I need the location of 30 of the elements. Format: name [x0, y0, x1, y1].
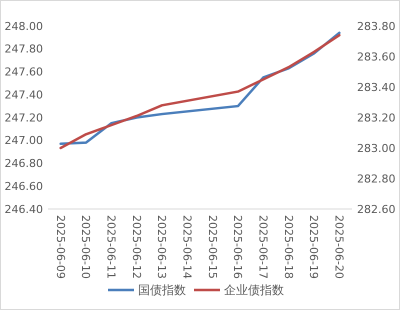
y-tick-label: 248.00	[4, 20, 43, 33]
y-tick-label: 247.40	[4, 88, 43, 102]
x-tick-label: 2025-06-16	[231, 215, 244, 279]
x-tick-label: 2025-06-18	[282, 215, 295, 279]
x-tick-label: 2025-06-10	[79, 215, 92, 279]
x-tick-label: 2025-06-20	[332, 215, 346, 279]
y2-tick-label: 282.60	[357, 202, 396, 216]
x-tick-label: 2025-06-17	[256, 215, 270, 279]
y2-tick-label: 283.80	[357, 20, 396, 33]
x-tick-label: 2025-06-15	[206, 215, 219, 279]
x-tick-label: 2025-06-13	[155, 215, 168, 279]
y2-tick-label: 282.80	[357, 172, 396, 186]
legend-label: 国债指数	[138, 283, 186, 298]
y-tick-label: 247.80	[4, 42, 43, 56]
y-tick-label: 246.60	[4, 180, 43, 193]
y2-tick-label: 283.20	[357, 111, 396, 124]
y2-tick-label: 283.60	[357, 50, 396, 64]
x-tick-label: 2025-06-11	[104, 215, 118, 279]
x-tick-label: 2025-06-09	[54, 215, 67, 279]
x-tick-label: 2025-06-19	[307, 215, 320, 279]
x-tick-label: 2025-06-14	[180, 215, 194, 279]
y-tick-label: 247.60	[4, 66, 43, 79]
y-tick-label: 246.40	[4, 202, 43, 216]
legend-label: 企业债指数	[224, 283, 284, 298]
y-tick-label: 247.00	[4, 134, 43, 148]
y2-tick-label: 283.00	[357, 142, 396, 155]
y-tick-label: 246.80	[4, 157, 43, 170]
y2-tick-label: 283.40	[357, 80, 396, 94]
y-tick-label: 247.20	[4, 111, 43, 124]
x-tick-label: 2025-06-12	[130, 215, 143, 279]
